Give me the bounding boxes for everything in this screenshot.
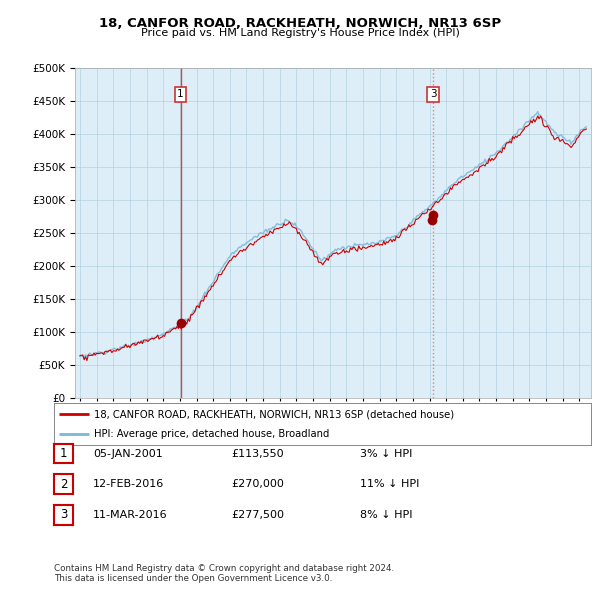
Text: 3: 3: [60, 508, 67, 522]
Text: 1: 1: [60, 447, 67, 460]
Text: 18, CANFOR ROAD, RACKHEATH, NORWICH, NR13 6SP: 18, CANFOR ROAD, RACKHEATH, NORWICH, NR1…: [99, 17, 501, 30]
Text: 11-MAR-2016: 11-MAR-2016: [93, 510, 167, 520]
Text: HPI: Average price, detached house, Broadland: HPI: Average price, detached house, Broa…: [94, 429, 329, 439]
Text: 3: 3: [430, 89, 436, 99]
Text: 18, CANFOR ROAD, RACKHEATH, NORWICH, NR13 6SP (detached house): 18, CANFOR ROAD, RACKHEATH, NORWICH, NR1…: [94, 409, 454, 419]
Text: 05-JAN-2001: 05-JAN-2001: [93, 449, 163, 458]
Text: 12-FEB-2016: 12-FEB-2016: [93, 480, 164, 489]
Text: Contains HM Land Registry data © Crown copyright and database right 2024.
This d: Contains HM Land Registry data © Crown c…: [54, 563, 394, 583]
Text: 3% ↓ HPI: 3% ↓ HPI: [360, 449, 412, 458]
Text: £277,500: £277,500: [231, 510, 284, 520]
Text: 11% ↓ HPI: 11% ↓ HPI: [360, 480, 419, 489]
Text: 2: 2: [60, 477, 67, 491]
Text: £113,550: £113,550: [231, 449, 284, 458]
Text: 8% ↓ HPI: 8% ↓ HPI: [360, 510, 413, 520]
Text: £270,000: £270,000: [231, 480, 284, 489]
Text: Price paid vs. HM Land Registry's House Price Index (HPI): Price paid vs. HM Land Registry's House …: [140, 28, 460, 38]
Text: 1: 1: [177, 89, 184, 99]
